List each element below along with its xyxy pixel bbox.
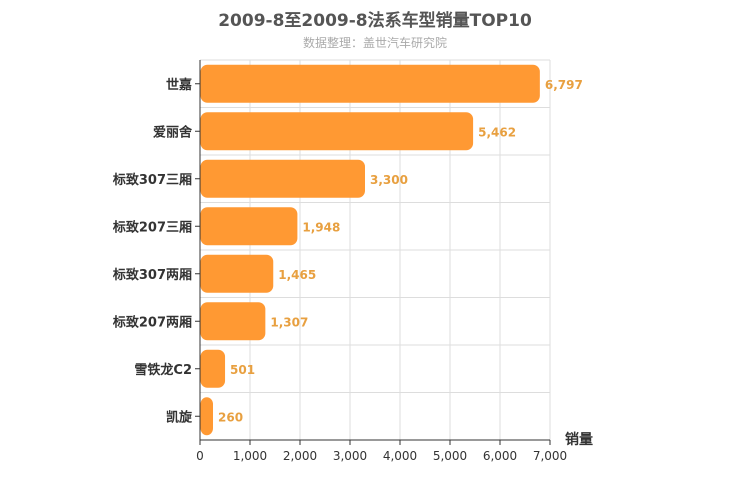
bar[interactable] [200,159,366,198]
category-label: 雪铁龙C2 [134,362,192,378]
x-tick-label: 1,000 [233,449,267,463]
category-label: 爱丽舍 [153,124,193,140]
category-label: 世嘉 [166,77,192,93]
x-tick-label: 4,000 [383,449,417,463]
value-label: 260 [218,410,243,424]
category-label: 标致207三厢 [112,219,192,235]
category-label: 标致307三厢 [112,172,192,188]
category-label: 标致207两厢 [112,314,192,330]
bar[interactable] [200,302,266,341]
x-tick-label: 7,000 [533,449,567,463]
value-label: 1,307 [270,315,308,329]
bar[interactable] [200,349,226,388]
x-tick-label: 5,000 [433,449,467,463]
bar[interactable] [200,112,474,151]
x-tick-label: 6,000 [483,449,517,463]
bar[interactable] [200,254,274,293]
value-label: 1,948 [302,220,340,234]
x-tick-label: 3,000 [333,449,367,463]
bar[interactable] [200,397,214,436]
value-label: 1,465 [278,268,316,282]
category-label: 标致307两厢 [112,267,192,283]
category-label: 凯旋 [166,409,193,425]
bar[interactable] [200,64,540,103]
value-label: 501 [230,363,255,377]
chart-subtitle: 数据整理：盖世汽车研究院 [302,36,447,50]
x-axis-title: 销量 [565,431,593,448]
x-tick-label: 0 [196,449,204,463]
chart-title: 2009-8至2009-8法系车型销量TOP10 [218,11,532,31]
value-label: 5,462 [478,125,516,139]
x-tick-label: 2,000 [283,449,317,463]
bar[interactable] [200,207,298,246]
value-label: 6,797 [545,78,583,92]
value-label: 3,300 [370,173,408,187]
